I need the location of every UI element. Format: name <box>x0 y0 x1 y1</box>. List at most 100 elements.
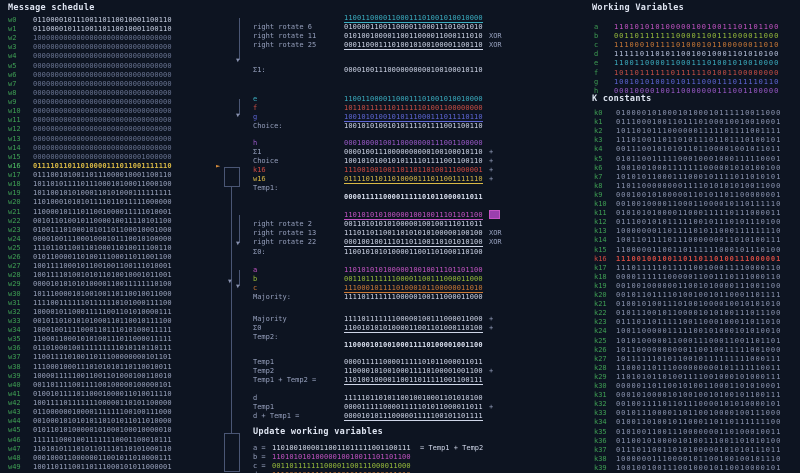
mid-op-30: + <box>489 367 494 375</box>
k-value-k35: 01010011001110000000110100010011 <box>616 427 782 436</box>
w-label-w3: w3 <box>8 43 17 52</box>
k-label-k17: k17 <box>594 263 607 272</box>
w-label-w0: w0 <box>8 16 17 24</box>
k-label-k11: k11 <box>594 209 607 218</box>
k-value-k4: 00111001010101101100001001011011 <box>616 145 782 154</box>
update-label-a: a = <box>253 444 266 452</box>
mid-op-19: XOR <box>489 238 502 246</box>
mid-op-25: + <box>489 315 494 323</box>
majority-arrow-icon: ▼ <box>236 283 240 290</box>
w-value-w38: 11100010001110101010110110010011 <box>33 362 172 371</box>
w-label-w20: w20 <box>8 198 21 207</box>
k-value-k25: 10101000001100011100011001101101 <box>616 336 782 345</box>
mid-value-29: 00001111100001111101011000011011 <box>344 358 483 366</box>
w-value-w6: 00000000000000000000000000000000 <box>33 70 172 79</box>
w-value-w46: 11111100010011111110001100010111 <box>33 435 172 444</box>
w-label-w12: w12 <box>8 125 21 134</box>
mid-op-18: XOR <box>489 229 502 237</box>
k-label-k35: k35 <box>594 427 607 436</box>
k-label-k30: k30 <box>594 382 607 390</box>
k-value-k26: 10110000000000110010011111001000 <box>616 345 782 354</box>
w-value-w41: 01001011110110001000011010011110 <box>33 389 172 398</box>
wv-value-a: 11010101010000010010011101101100 <box>614 23 780 31</box>
k-value-k29: 11010101101001111001000101000111 <box>616 372 782 381</box>
sigma0-connector-line <box>239 215 240 243</box>
mid-value-26: 11001010101000011001101000110100 <box>344 324 483 333</box>
k-label-k18: k18 <box>594 272 607 281</box>
mid-value-23: 11100010111101000101100000011010 <box>344 284 483 293</box>
k-value-k28: 11000110111000000000101111110011 <box>616 363 782 372</box>
mid-label-12: k16 <box>253 166 266 174</box>
k-value-k30: 00000110110010100110001101010001 <box>616 382 782 390</box>
schedule-feed-line <box>231 187 232 433</box>
mid-label-30: Temp2 <box>253 367 275 375</box>
k-value-k31: 00010100001010010010100101100111 <box>616 391 782 400</box>
wv-value-f: 10110111111011111101001100000000 <box>614 68 780 77</box>
mid-value-9: 00010000100110000000111001100000 <box>344 139 483 147</box>
w-label-w47: w47 <box>8 444 21 453</box>
w-label-w43: w43 <box>8 408 21 417</box>
mid-op-33: + <box>489 403 494 411</box>
k-label-k13: k13 <box>594 227 607 236</box>
mid-label-14: Temp1: <box>253 184 279 192</box>
w-label-w45: w45 <box>8 426 21 435</box>
w-label-w22: w22 <box>8 216 21 225</box>
w-value-w34: 10001001111000110111010100011111 <box>33 326 172 335</box>
k-label-k2: k2 <box>594 127 603 136</box>
mid-label-21: a <box>253 266 258 274</box>
k-value-k3: 11101001101101011101101110100101 <box>616 136 782 145</box>
mid-value-2: 01010010000110011000011000111010 <box>344 32 483 40</box>
w-label-w18: w18 <box>8 180 21 189</box>
k-label-k27: k27 <box>594 354 607 363</box>
mid-label-9: h <box>253 139 258 147</box>
mid-value-24: 11110111111100000100111000011000 <box>344 293 483 301</box>
k-value-k6: 10010010001111111000001010100100 <box>616 163 782 172</box>
w-value-w16: 01111011011010000111011001111110 <box>33 161 172 170</box>
w-label-w24: w24 <box>8 234 21 243</box>
k-value-k10: 00100100001100011000010110111110 <box>616 200 782 208</box>
mid-label-2: right rotate 11 <box>253 32 317 40</box>
k-label-k8: k8 <box>594 181 603 190</box>
w-value-w2: 10000000000000000000000000000000 <box>33 34 172 43</box>
w-value-w45: 01011010100000101000100010000010 <box>33 426 172 435</box>
k-value-k20: 00101101111010010010110001101111 <box>616 291 782 299</box>
mid-value-16: 11010101010000010010011101101100 <box>344 211 483 220</box>
update-value-a: 11010010000110011011111001100111 <box>272 444 411 452</box>
mid-value-10: 00001001110000000000100100010110 <box>344 148 483 156</box>
mid-op-13: + <box>489 175 494 183</box>
mid-label-34: d + Temp1 = <box>253 412 300 420</box>
k-value-k19: 00100100000011001010000111001100 <box>616 281 782 290</box>
w-label-w15: w15 <box>8 152 21 161</box>
update-value-d: 11100010111101000101100000011010 <box>272 471 411 473</box>
w16-pointer-icon: ► <box>216 161 221 170</box>
w-label-w1: w1 <box>8 25 17 34</box>
w-value-w29: 00001010101010000110011111110100 <box>33 280 172 289</box>
mid-label-26: Σ0 <box>253 324 262 332</box>
k-label-k16: k16 <box>594 254 607 263</box>
k-value-k8: 11011000000001111010101010011000 <box>616 181 782 190</box>
w-label-w14: w14 <box>8 143 21 152</box>
k-value-k27: 10111111010110010111111111000111 <box>616 354 782 363</box>
wv-value-b: 00110111111100001100111000011000 <box>614 32 780 41</box>
k-label-k15: k15 <box>594 245 607 254</box>
mid-label-1: right rotate 6 <box>253 23 313 31</box>
mid-label-24: Majority: <box>253 293 291 301</box>
mid-label-13: w16 <box>253 175 266 183</box>
k-label-k9: k9 <box>594 190 603 199</box>
wv-value-c: 11100010111101000101100000011010 <box>614 41 780 50</box>
update-header: Update working variables <box>253 427 384 437</box>
k-value-k7: 10101011000111000101111011010101 <box>616 172 782 181</box>
mid-label-25: Majority <box>253 315 287 323</box>
w-value-w26: 01011000011010011100011011001100 <box>33 253 172 262</box>
w-label-w44: w44 <box>8 417 21 426</box>
w-value-w39: 10000111110011001101000100110010 <box>33 371 172 380</box>
update-label-b: b = <box>253 453 266 462</box>
k-value-k9: 00010010100000110101101100000001 <box>616 190 782 199</box>
wv-label-a: a <box>594 23 599 31</box>
w-label-w23: w23 <box>8 225 21 234</box>
k-label-k24: k24 <box>594 327 607 336</box>
k-value-k17: 11101111101111100100011110000110 <box>616 263 782 272</box>
k-label-k7: k7 <box>594 172 603 181</box>
mid-label-7: g <box>253 113 258 121</box>
mid-value-21: 11010101010000010010011101101100 <box>344 266 483 274</box>
